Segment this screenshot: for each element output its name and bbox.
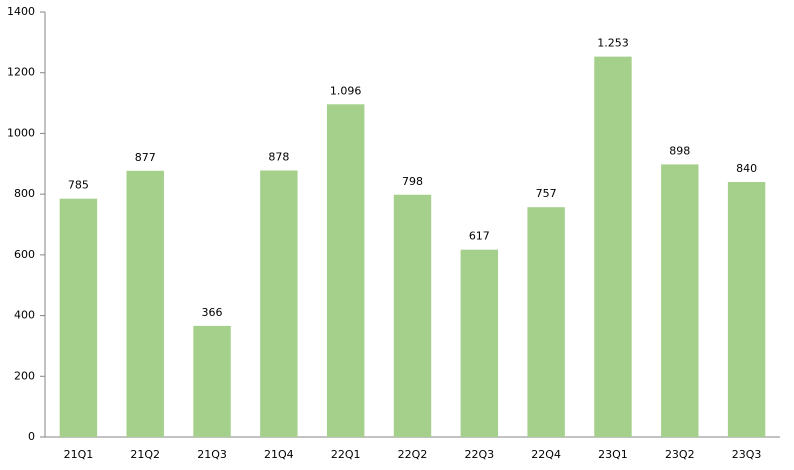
value-label: 877 bbox=[135, 151, 156, 164]
x-tick-label: 22Q3 bbox=[464, 448, 494, 461]
value-label: 798 bbox=[402, 175, 423, 188]
bar bbox=[59, 198, 98, 437]
bar bbox=[527, 207, 565, 437]
value-label: 1.253 bbox=[597, 37, 629, 50]
x-tick-label: 22Q2 bbox=[398, 448, 428, 461]
y-tick-label: 400 bbox=[14, 309, 35, 322]
x-tick-label: 23Q3 bbox=[732, 448, 762, 461]
y-tick-label: 1200 bbox=[7, 66, 35, 79]
value-label: 617 bbox=[469, 230, 490, 243]
x-tick-label: 22Q1 bbox=[331, 448, 361, 461]
y-tick-label: 600 bbox=[14, 248, 35, 261]
x-tick-label: 21Q4 bbox=[264, 448, 294, 461]
x-tick-label: 21Q2 bbox=[130, 448, 160, 461]
value-label: 878 bbox=[268, 150, 289, 163]
x-tick-label: 22Q4 bbox=[531, 448, 561, 461]
x-tick-label: 21Q3 bbox=[197, 448, 227, 461]
value-label: 898 bbox=[669, 144, 690, 157]
bar bbox=[727, 182, 766, 437]
bar bbox=[460, 249, 499, 437]
bar bbox=[594, 56, 632, 437]
y-tick-label: 800 bbox=[14, 187, 35, 200]
value-label: 840 bbox=[736, 162, 757, 175]
value-label: 785 bbox=[68, 179, 89, 192]
y-tick-label: 200 bbox=[14, 369, 35, 382]
bar bbox=[260, 170, 298, 437]
bar bbox=[393, 194, 432, 437]
x-tick-label: 23Q1 bbox=[598, 448, 628, 461]
value-label: 1.096 bbox=[330, 84, 362, 97]
x-tick-label: 23Q2 bbox=[665, 448, 695, 461]
value-label: 366 bbox=[202, 306, 223, 319]
bar bbox=[326, 104, 365, 438]
bar bbox=[661, 164, 699, 437]
value-label: 757 bbox=[536, 187, 557, 200]
y-tick-label: 1000 bbox=[7, 126, 35, 139]
y-tick-label: 1400 bbox=[7, 5, 35, 18]
x-tick-label: 21Q1 bbox=[64, 448, 94, 461]
y-tick-label: 0 bbox=[28, 430, 35, 443]
bar bbox=[126, 170, 164, 437]
bar bbox=[193, 325, 231, 437]
